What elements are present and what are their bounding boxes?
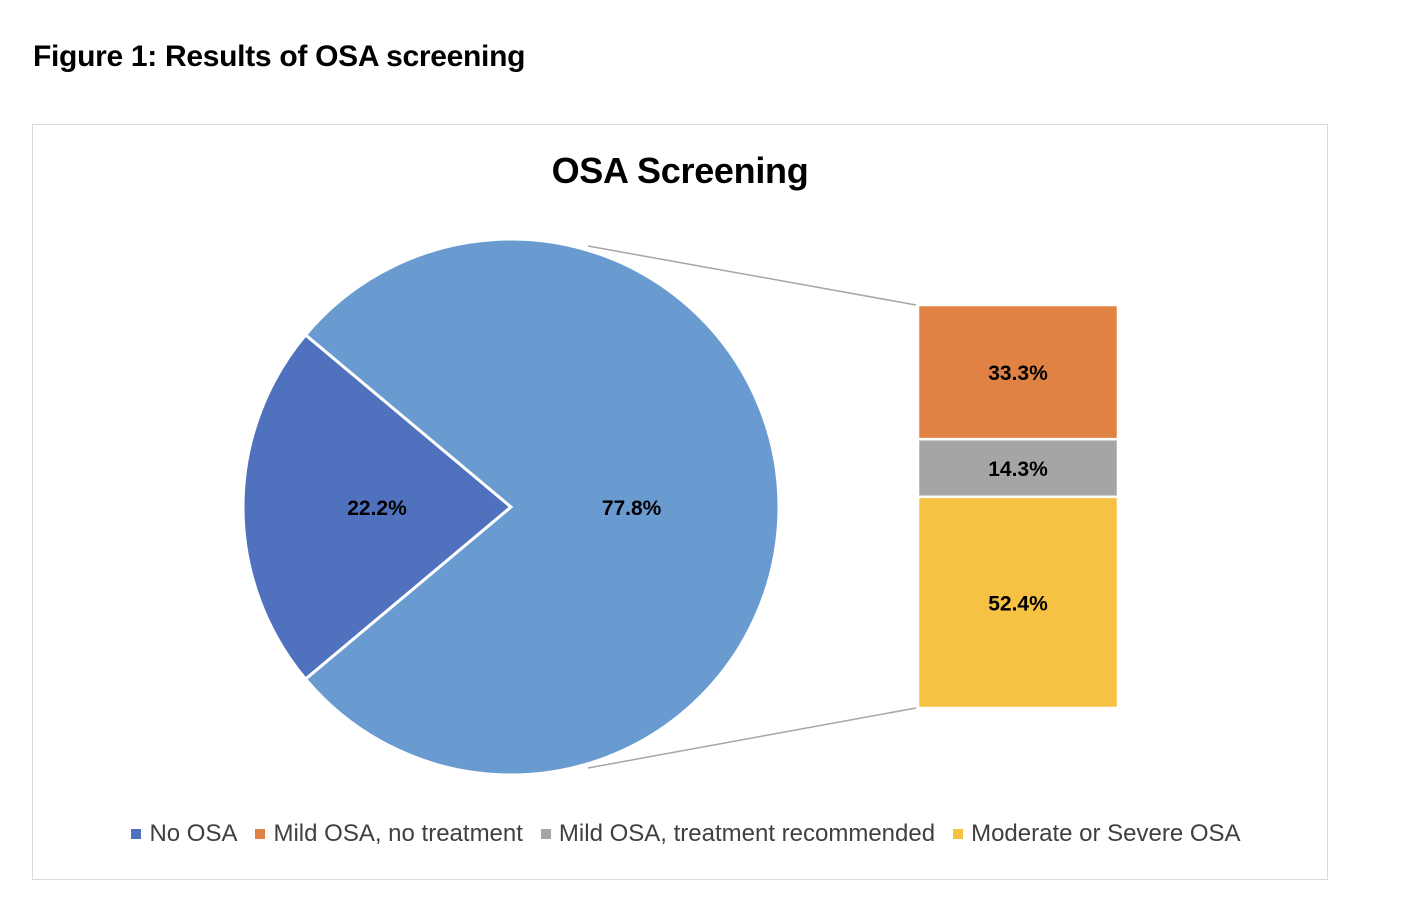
legend-swatch-no-osa [131,829,142,839]
bar-label-mild-osa-treatment-recommended: 14.3% [988,458,1048,481]
legend-item-mild-osa-treatment-recommended: Mild OSA, treatment recommended [540,820,936,848]
legend-item-mild-osa-no-treatment: Mild OSA, no treatment [255,820,523,848]
data-labels: 22.2% 77.8% 33.3% 14.3% 52.4% [347,362,1048,615]
connector-lines [587,245,917,769]
bar-segment-moderate-or-severe-osa [916,495,1120,710]
legend-label-no-osa: No OSA [149,820,238,847]
connector-line-bottom [587,707,917,769]
legend-item-no-osa: No OSA [131,820,237,848]
pie-label-other-split-into-bar: 77.8% [602,497,662,520]
bar-label-moderate-or-severe-osa: 52.4% [988,592,1048,615]
connector-line-top [587,245,917,306]
legend-label-mild-osa-treatment-recommended: Mild OSA, treatment recommended [558,820,936,847]
pie-slice-no-osa [241,332,514,682]
legend-swatch-mild-osa-no-treatment [255,829,266,839]
stacked-bar [916,303,1120,710]
legend-label-moderate-or-severe-osa: Moderate or Severe OSA [971,820,1241,847]
pie-group [241,237,781,777]
legend-swatch-mild-osa-treatment-recommended [540,829,551,839]
legend-label-mild-osa-no-treatment: Mild OSA, no treatment [273,820,523,847]
pie-slice-other-split-into-bar [303,237,781,777]
chart-title: OSA Screening [551,150,809,191]
bar-segment-mild-osa-no-treatment [916,303,1120,441]
legend-swatch-moderate-or-severe-osa [953,829,964,839]
pie-label-no-osa: 22.2% [347,497,407,520]
legend: No OSA Mild OSA, no treatment Mild OSA, tr… [0,820,1372,848]
figure-caption: Figure 1: Results of OSA screening [33,40,526,73]
legend-item-moderate-or-severe-osa: Moderate or Severe OSA [953,820,1241,848]
bar-label-mild-osa-no-treatment: 33.3% [988,362,1048,385]
bar-segment-mild-osa-treatment-recommended [916,437,1120,499]
